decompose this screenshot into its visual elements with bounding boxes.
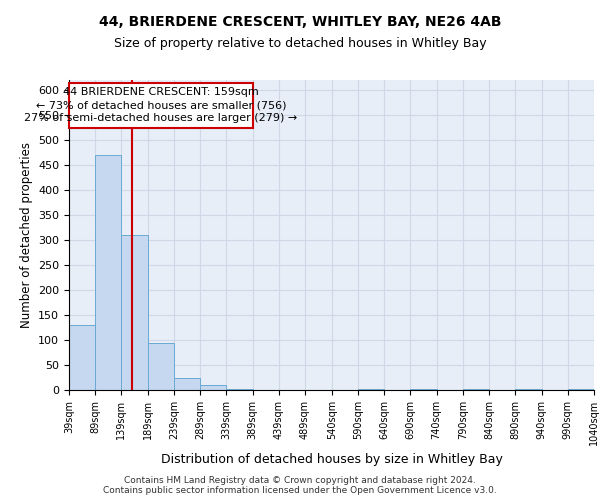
Text: 44 BRIERDENE CRESCENT: 159sqm: 44 BRIERDENE CRESCENT: 159sqm bbox=[63, 88, 259, 98]
Bar bbox=[568, 388, 594, 390]
Bar bbox=[69, 325, 95, 390]
Bar bbox=[95, 155, 121, 390]
Bar bbox=[200, 385, 226, 390]
Bar bbox=[148, 342, 174, 390]
Text: Contains HM Land Registry data © Crown copyright and database right 2024.
Contai: Contains HM Land Registry data © Crown c… bbox=[103, 476, 497, 495]
Text: 44, BRIERDENE CRESCENT, WHITLEY BAY, NE26 4AB: 44, BRIERDENE CRESCENT, WHITLEY BAY, NE2… bbox=[99, 15, 501, 29]
Bar bbox=[358, 388, 384, 390]
Bar bbox=[69, 82, 253, 128]
Bar bbox=[174, 378, 200, 390]
X-axis label: Distribution of detached houses by size in Whitley Bay: Distribution of detached houses by size … bbox=[161, 454, 502, 466]
Bar bbox=[410, 388, 437, 390]
Bar bbox=[463, 388, 489, 390]
Y-axis label: Number of detached properties: Number of detached properties bbox=[20, 142, 32, 328]
Text: Size of property relative to detached houses in Whitley Bay: Size of property relative to detached ho… bbox=[113, 38, 487, 51]
Text: ← 73% of detached houses are smaller (756): ← 73% of detached houses are smaller (75… bbox=[35, 100, 286, 110]
Bar bbox=[121, 235, 148, 390]
Bar bbox=[515, 388, 542, 390]
Text: 27% of semi-detached houses are larger (279) →: 27% of semi-detached houses are larger (… bbox=[24, 112, 298, 122]
Bar bbox=[226, 388, 253, 390]
